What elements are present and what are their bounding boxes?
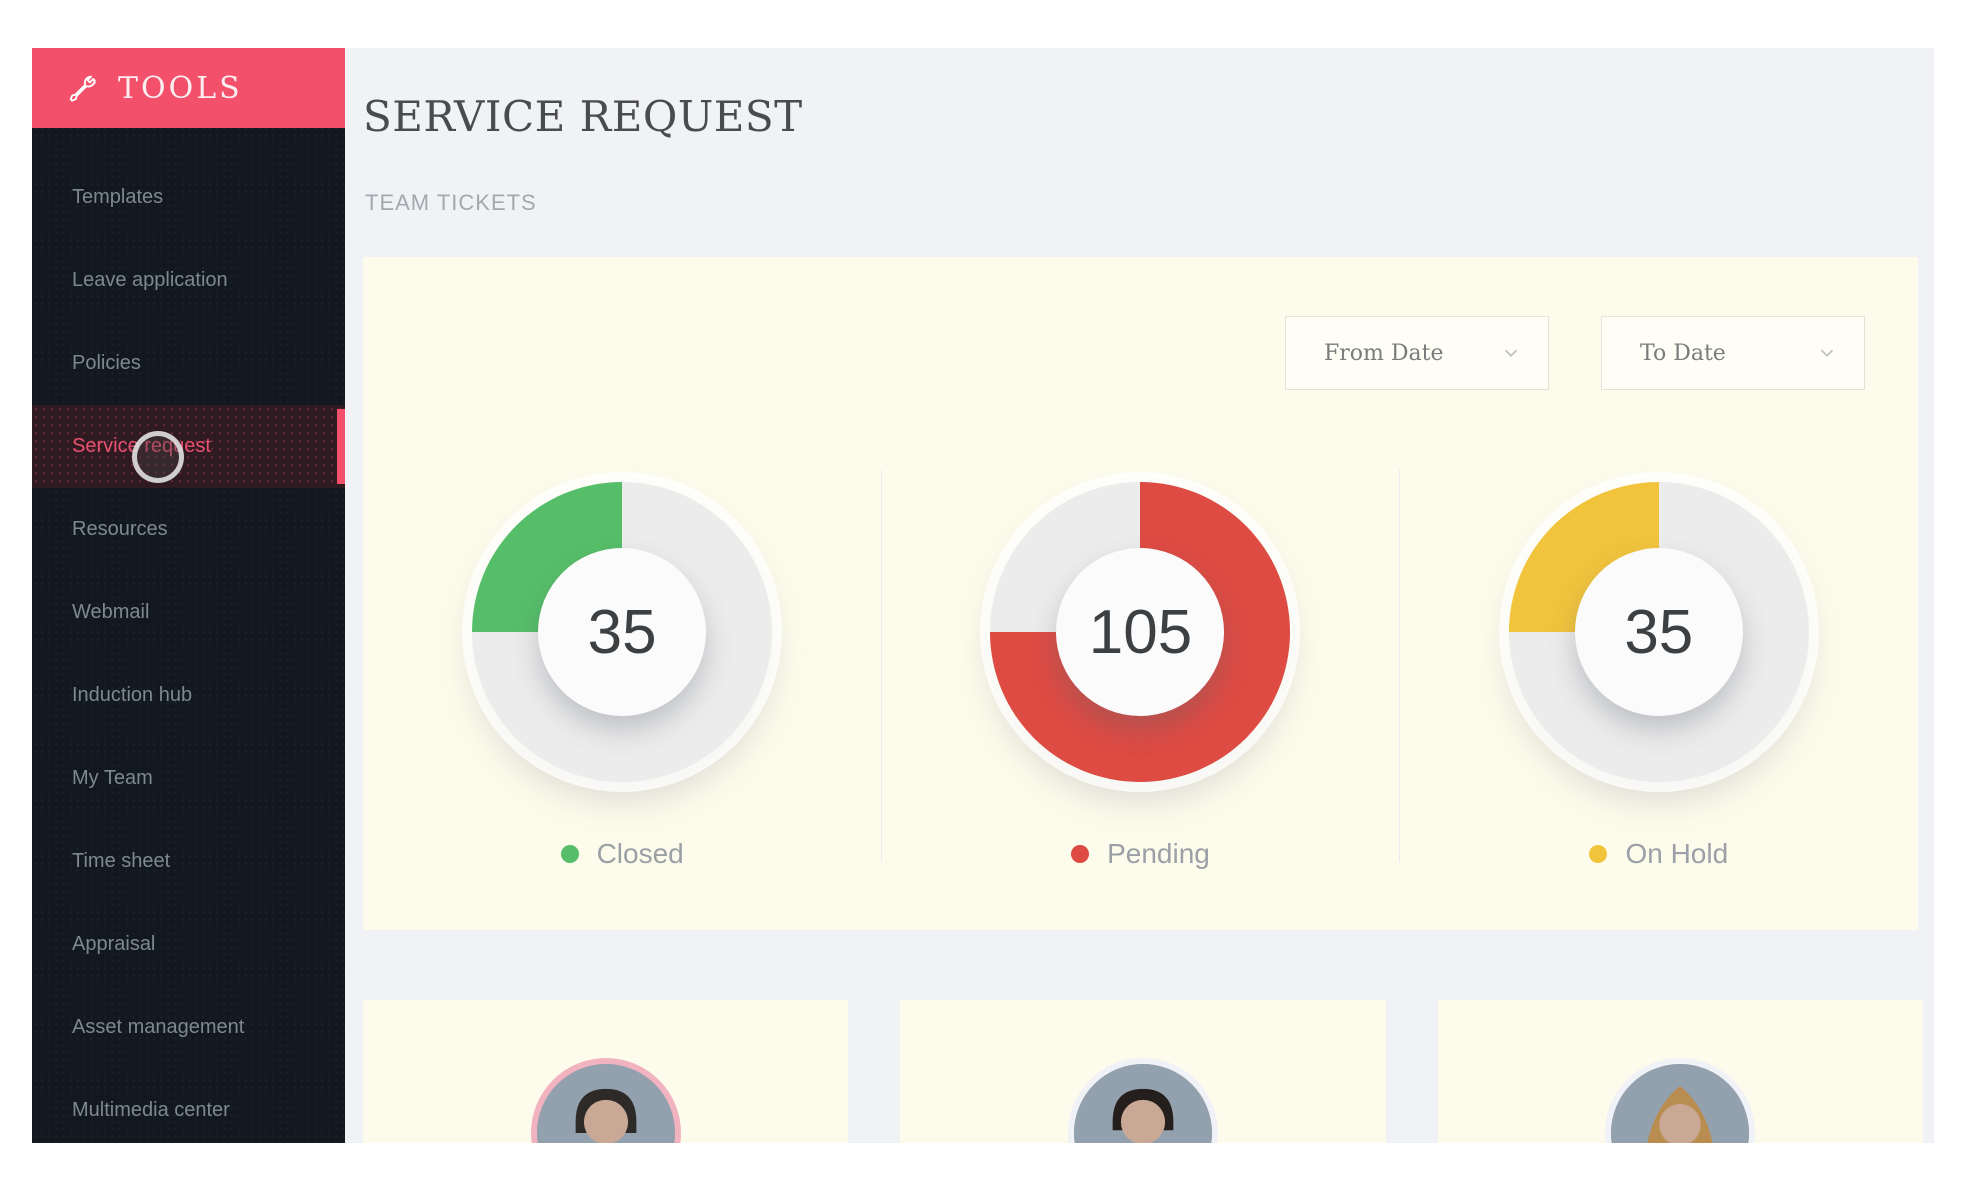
donut-section-pending: 105 Pending xyxy=(881,482,1399,870)
sidebar-item-leave-application[interactable]: Leave application xyxy=(32,239,345,322)
team-member-card[interactable] xyxy=(1437,1000,1923,1143)
sidebar-item-templates[interactable]: Templates xyxy=(32,156,345,239)
sidebar-item-induction-hub[interactable]: Induction hub xyxy=(32,654,345,737)
sidebar-item-label: Webmail xyxy=(72,601,150,623)
sidebar-menu: Templates Leave application Policies Ser… xyxy=(32,128,345,1143)
sidebar-item-appraisal[interactable]: Appraisal xyxy=(32,903,345,986)
sidebar-item-time-sheet[interactable]: Time sheet xyxy=(32,820,345,903)
avatar xyxy=(1605,1058,1756,1143)
sidebar-item-label: Time sheet xyxy=(72,850,171,872)
wrench-icon xyxy=(69,75,96,102)
legend-dot-pending xyxy=(1071,845,1090,863)
legend-dot-onhold xyxy=(1589,845,1608,863)
sidebar-item-policies[interactable]: Policies xyxy=(32,322,345,405)
legend-closed: Closed xyxy=(560,838,684,870)
sidebar-item-asset-management[interactable]: Asset management xyxy=(32,986,345,1069)
sidebar-item-label: Induction hub xyxy=(72,684,193,706)
sidebar-item-label: Leave application xyxy=(72,269,228,291)
main-content: SERVICE REQUEST TEAM TICKETS From Date T… xyxy=(345,48,1934,1143)
from-date-dropdown[interactable]: From Date xyxy=(1285,316,1549,390)
to-date-dropdown[interactable]: To Date xyxy=(1601,316,1865,390)
donut-section-closed: 35 Closed xyxy=(363,482,881,870)
sidebar: TOOLS Templates Leave application Polici… xyxy=(32,48,345,1143)
sidebar-item-label: Multimedia center xyxy=(72,1099,230,1121)
legend-label-pending: Pending xyxy=(1107,838,1210,869)
donut-chart-closed: 35 xyxy=(472,482,773,782)
sidebar-item-label: Service request xyxy=(72,435,211,457)
sidebar-item-label: My Team xyxy=(72,767,153,789)
donut-value-onhold: 35 xyxy=(1624,597,1694,667)
avatar xyxy=(1067,1058,1218,1143)
section-subtitle: TEAM TICKETS xyxy=(365,190,537,215)
team-member-cards xyxy=(363,1000,1923,1143)
donut-charts-row: 35 Closed 105 xyxy=(363,482,1918,870)
sidebar-item-label: Resources xyxy=(72,518,168,540)
donut-chart-pending: 105 xyxy=(990,482,1291,782)
team-member-card[interactable] xyxy=(363,1000,849,1143)
sidebar-item-my-team[interactable]: My Team xyxy=(32,737,345,820)
sidebar-item-multimedia-center[interactable]: Multimedia center xyxy=(32,1069,345,1143)
sidebar-header: TOOLS xyxy=(32,48,345,128)
donut-center: 35 xyxy=(1574,548,1743,716)
donut-value-pending: 105 xyxy=(1088,597,1193,667)
section-divider xyxy=(881,470,882,862)
section-divider xyxy=(1399,470,1400,862)
team-member-card[interactable] xyxy=(900,1000,1386,1143)
from-date-label: From Date xyxy=(1324,340,1444,366)
sidebar-item-label: Templates xyxy=(72,186,164,208)
donut-section-onhold: 35 On Hold xyxy=(1400,482,1918,870)
team-tickets-panel: From Date To Date xyxy=(363,257,1918,930)
donut-center: 35 xyxy=(538,548,707,716)
sidebar-item-label: Appraisal xyxy=(72,933,156,955)
sidebar-item-webmail[interactable]: Webmail xyxy=(32,571,345,654)
sidebar-item-label: Policies xyxy=(72,352,141,374)
donut-center: 105 xyxy=(1056,548,1225,716)
legend-label-onhold: On Hold xyxy=(1625,838,1729,869)
chevron-down-icon xyxy=(1820,349,1834,357)
legend-onhold: On Hold xyxy=(1589,838,1728,870)
legend-dot-closed xyxy=(560,845,579,863)
sidebar-item-service-request[interactable]: Service request xyxy=(32,405,345,488)
sidebar-item-label: Asset management xyxy=(72,1016,245,1038)
app-window: TOOLS Templates Leave application Polici… xyxy=(32,48,1934,1143)
avatar xyxy=(530,1058,681,1143)
donut-chart-onhold: 35 xyxy=(1508,482,1809,782)
legend-label-closed: Closed xyxy=(596,838,684,869)
sidebar-item-resources[interactable]: Resources xyxy=(32,488,345,571)
donut-value-closed: 35 xyxy=(587,597,657,667)
date-filter-bar: From Date To Date xyxy=(1285,316,1865,390)
to-date-label: To Date xyxy=(1640,340,1726,366)
page-title: SERVICE REQUEST xyxy=(363,92,803,141)
legend-pending: Pending xyxy=(1071,838,1210,870)
chevron-down-icon xyxy=(1504,349,1518,357)
sidebar-title: TOOLS xyxy=(118,70,243,106)
